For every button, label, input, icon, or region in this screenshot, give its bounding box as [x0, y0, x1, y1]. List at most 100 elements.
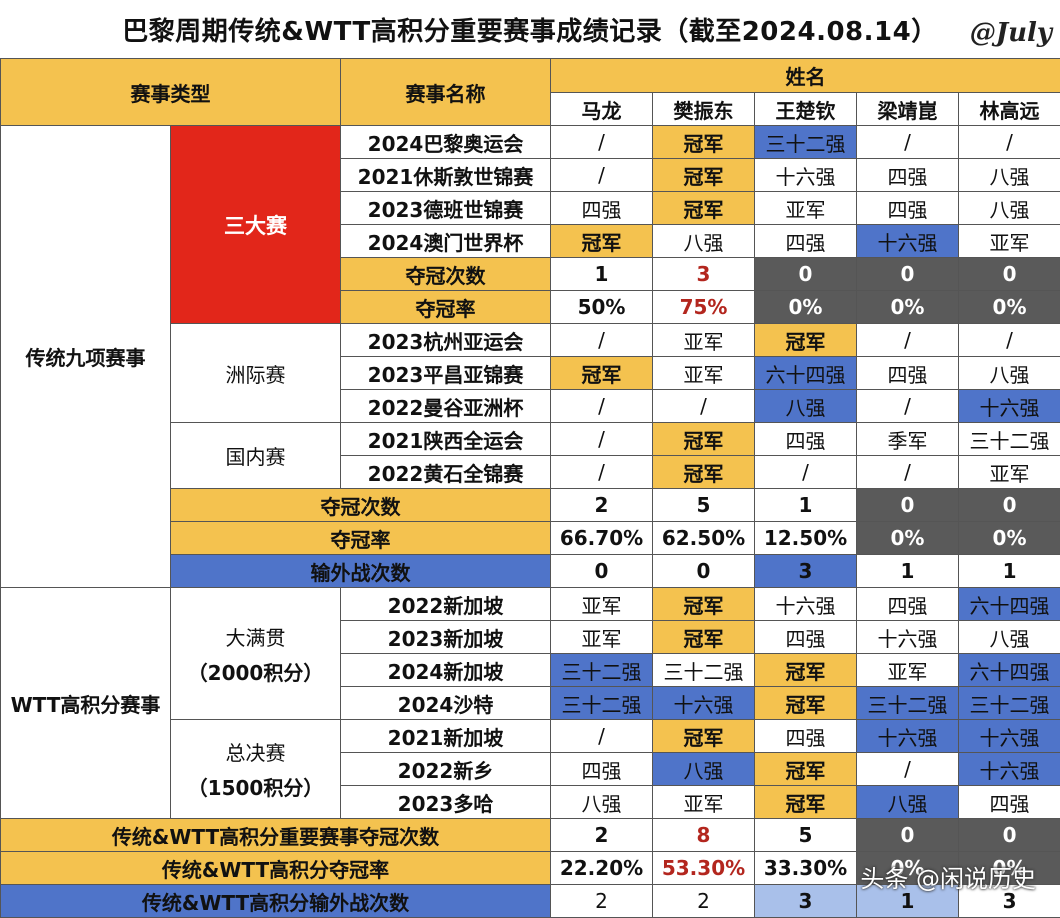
header-event: 赛事名称: [341, 59, 551, 126]
summary-label: 传统&WTT高积分输外战次数: [1, 885, 551, 918]
result-cell: 2: [551, 819, 653, 852]
result-cell: 8: [653, 819, 755, 852]
result-cell: /: [551, 720, 653, 753]
result-cell: /: [551, 324, 653, 357]
result-cell: 四强: [551, 753, 653, 786]
result-cell: /: [959, 126, 1060, 159]
result-cell: 62.50%: [653, 522, 755, 555]
result-cell: 3: [755, 555, 857, 588]
player-name: 王楚钦: [755, 93, 857, 126]
result-cell: /: [857, 390, 959, 423]
event-label: 2023平昌亚锦赛: [341, 357, 551, 390]
result-cell: 季军: [857, 423, 959, 456]
event-label: 2023多哈: [341, 786, 551, 819]
result-cell: 5: [755, 819, 857, 852]
header-type: 赛事类型: [1, 59, 341, 126]
result-cell: 0%: [857, 291, 959, 324]
group-domestic: 国内赛: [171, 423, 341, 489]
result-cell: 亚军: [857, 654, 959, 687]
result-cell: 四强: [755, 423, 857, 456]
result-cell: 冠军: [551, 357, 653, 390]
player-name: 马龙: [551, 93, 653, 126]
result-cell: 冠军: [653, 621, 755, 654]
result-cell: 冠军: [551, 225, 653, 258]
result-cell: 亚军: [959, 225, 1060, 258]
event-label: 2023新加坡: [341, 621, 551, 654]
result-cell: /: [857, 126, 959, 159]
result-cell: 三十二强: [857, 687, 959, 720]
result-cell: /: [857, 456, 959, 489]
result-cell: 1: [959, 555, 1060, 588]
result-cell: /: [551, 423, 653, 456]
result-cell: 0: [857, 489, 959, 522]
result-cell: 三十二强: [551, 687, 653, 720]
result-cell: 六十四强: [755, 357, 857, 390]
result-cell: /: [551, 126, 653, 159]
result-cell: 八强: [959, 192, 1060, 225]
group-finals: 总决赛 （1500积分）: [171, 720, 341, 819]
event-label: 2022新加坡: [341, 588, 551, 621]
result-cell: 0%: [857, 522, 959, 555]
result-cell: 八强: [755, 390, 857, 423]
result-cell: 三十二强: [755, 126, 857, 159]
result-cell: 0: [959, 819, 1060, 852]
result-cell: 0: [959, 258, 1060, 291]
result-cell: 冠军: [653, 126, 755, 159]
result-cell: 亚军: [551, 621, 653, 654]
watermark-top: @July: [970, 18, 1052, 48]
result-cell: 2: [551, 489, 653, 522]
result-cell: 三十二强: [551, 654, 653, 687]
result-cell: /: [551, 456, 653, 489]
player-name: 林高远: [959, 93, 1060, 126]
result-cell: 八强: [551, 786, 653, 819]
result-cell: 十六强: [755, 588, 857, 621]
result-cell: 亚军: [959, 456, 1060, 489]
result-cell: 四强: [755, 720, 857, 753]
result-cell: 33.30%: [755, 852, 857, 885]
result-cell: 八强: [959, 159, 1060, 192]
result-cell: 12.50%: [755, 522, 857, 555]
watermark-bottom: 头条 @闲说历史: [860, 859, 1036, 894]
player-name: 梁靖崑: [857, 93, 959, 126]
result-cell: 四强: [857, 159, 959, 192]
result-cell: /: [959, 324, 1060, 357]
result-cell: 八强: [653, 225, 755, 258]
header-row-1: 赛事类型 赛事名称 姓名: [1, 59, 1060, 93]
result-cell: 十六强: [959, 753, 1060, 786]
result-cell: 0: [551, 555, 653, 588]
result-cell: /: [653, 390, 755, 423]
result-cell: 四强: [755, 621, 857, 654]
result-cell: 四强: [959, 786, 1060, 819]
event-label: 2022曼谷亚洲杯: [341, 390, 551, 423]
event-label: 2022新乡: [341, 753, 551, 786]
result-cell: 十六强: [857, 621, 959, 654]
summary-label: 传统&WTT高积分夺冠率: [1, 852, 551, 885]
result-cell: 三十二强: [653, 654, 755, 687]
summary-label: 传统&WTT高积分重要赛事夺冠次数: [1, 819, 551, 852]
result-cell: 十六强: [959, 720, 1060, 753]
table-row: 传统九项赛事 三大赛 2024巴黎奥运会 / 冠军 三十二强 / /: [1, 126, 1060, 159]
player-name: 樊振东: [653, 93, 755, 126]
result-cell: 冠军: [755, 786, 857, 819]
result-cell: 75%: [653, 291, 755, 324]
summary-label: 夺冠次数: [341, 258, 551, 291]
event-label: 2021休斯敦世锦赛: [341, 159, 551, 192]
result-cell: 冠军: [653, 423, 755, 456]
result-cell: 冠军: [653, 192, 755, 225]
group-grand-smash: 大满贯 （2000积分）: [171, 588, 341, 720]
result-cell: 冠军: [755, 687, 857, 720]
summary-label: 输外战次数: [171, 555, 551, 588]
table-row: WTT高积分赛事 大满贯 （2000积分） 2022新加坡 亚军 冠军 十六强 …: [1, 588, 1060, 621]
result-cell: 八强: [653, 753, 755, 786]
result-cell: 66.70%: [551, 522, 653, 555]
result-cell: 十六强: [653, 687, 755, 720]
result-cell: 冠军: [755, 324, 857, 357]
result-cell: 22.20%: [551, 852, 653, 885]
result-cell: /: [551, 390, 653, 423]
event-label: 2021陕西全运会: [341, 423, 551, 456]
result-cell: 六十四强: [959, 588, 1060, 621]
result-cell: 十六强: [857, 720, 959, 753]
result-cell: 亚军: [653, 324, 755, 357]
finals-label: 总决赛: [171, 737, 340, 766]
result-cell: 2: [551, 885, 653, 918]
